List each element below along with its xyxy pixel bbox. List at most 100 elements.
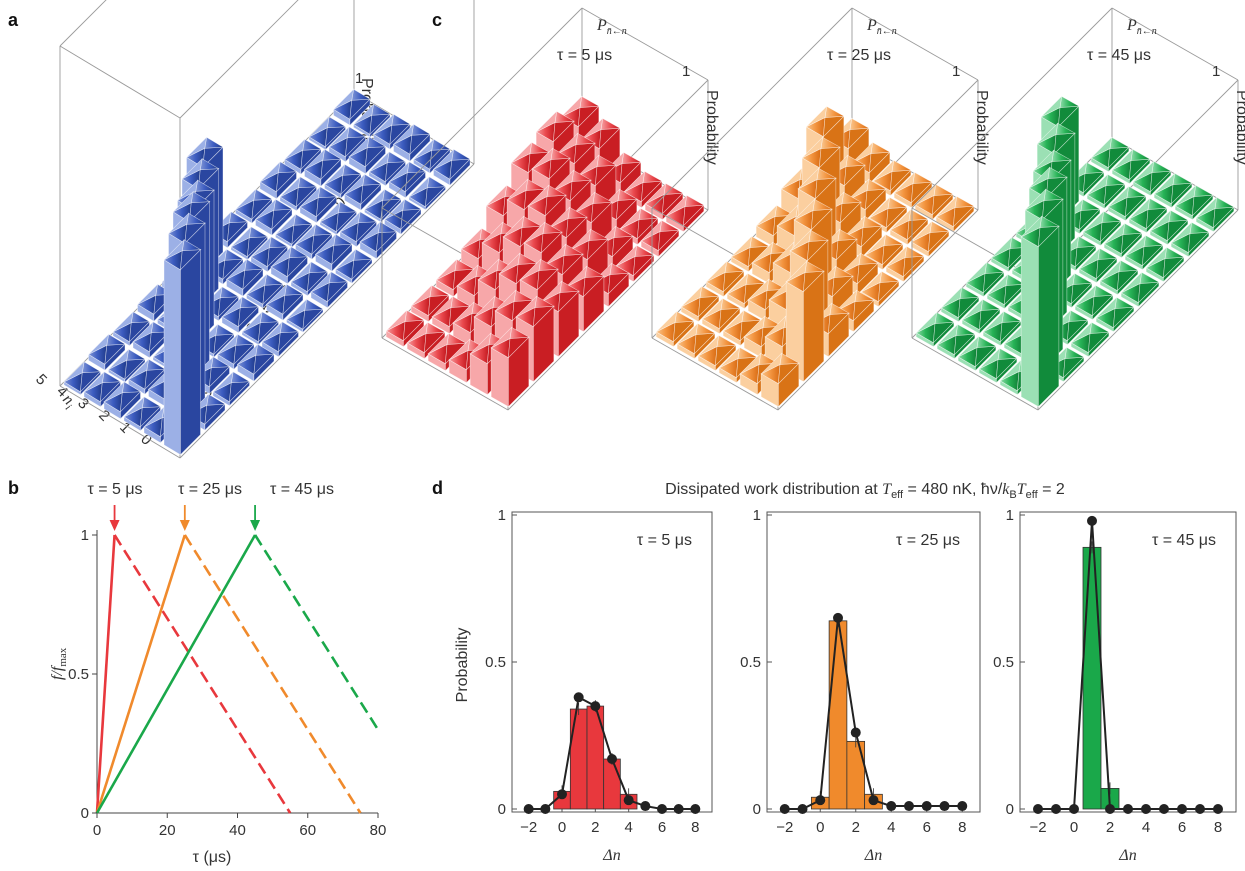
bar-top-d	[237, 343, 259, 365]
x-tick-label: 6	[923, 819, 931, 836]
data-point	[1177, 804, 1187, 814]
bar-top-d	[128, 358, 150, 380]
data-point	[1159, 804, 1169, 814]
panel-d-y-axis-label: Probability	[454, 628, 471, 703]
bar-top-d	[168, 212, 190, 234]
bar-top-b	[302, 308, 324, 331]
panel-d-subplot-tau5: −2 0 2 4 6 8 0 0.5 1 Δn τ = 5 μs	[485, 507, 713, 864]
tau-label: τ = 45 μs	[1087, 47, 1151, 64]
y-tick-label: 1	[1006, 507, 1014, 524]
data-point	[1051, 804, 1061, 814]
bar-top-d	[785, 260, 808, 283]
bar-top-d	[805, 105, 828, 128]
bar-top-d	[623, 170, 646, 193]
bar-top-d	[510, 141, 533, 164]
bar-top-c	[1193, 184, 1214, 197]
data-point	[939, 801, 950, 812]
bar-top-d	[1090, 136, 1113, 159]
bar-top-d	[755, 204, 778, 227]
x-tick-label: 2	[852, 819, 860, 836]
data-point	[607, 754, 617, 765]
bar-top-d	[498, 252, 521, 275]
bar-top-c	[621, 151, 642, 164]
p-label-main: P	[1126, 17, 1137, 34]
bar-top-d	[1082, 210, 1105, 233]
frame-edge	[507, 209, 709, 411]
data-point	[957, 801, 968, 812]
p-label: Pn̄←n	[596, 17, 627, 37]
bar-top-d	[1024, 188, 1047, 211]
bar-top-d	[1153, 172, 1176, 195]
bar-top-d	[751, 241, 774, 264]
bar-top-d	[776, 204, 799, 227]
bar-top-d	[1032, 149, 1055, 172]
plot-frame	[766, 511, 981, 813]
x-tick-label: 6	[658, 819, 666, 836]
panel-d-subplot-tau25: −2 0 2 4 6 8 0 0.5 1 Δn τ = 25 μs	[740, 507, 981, 864]
tau-label: τ = 25 μs	[827, 47, 891, 64]
plot-frame	[1019, 511, 1237, 813]
bar-top-d	[978, 347, 1001, 370]
x-tick-label: 0	[816, 819, 824, 836]
bar-top-d	[348, 135, 370, 158]
bar-top-d	[344, 173, 366, 195]
bar-top-d	[780, 167, 803, 190]
bar-top-d	[990, 236, 1013, 259]
bar-top-d	[137, 283, 159, 305]
panel-label-b: b	[8, 478, 19, 498]
frame-edge	[911, 337, 1039, 411]
bar-top-d	[364, 188, 386, 210]
y-tick-label: 0	[753, 801, 761, 818]
tau-annotation: τ = 45 μs	[270, 481, 334, 498]
probability-label: Probability	[1233, 90, 1245, 165]
x-tick-label: −2	[776, 819, 793, 836]
panel-b-line-chart: 0 20 40 60 80 0 0.5 1 τ = 5 μs τ = 25 μs τ = 45 μ…	[49, 481, 386, 866]
bar-top-d	[1132, 160, 1155, 183]
bar-top-d	[665, 194, 688, 217]
bar-top-d	[872, 159, 895, 182]
x-tick-label: 20	[159, 822, 176, 839]
bar-top-d	[527, 184, 550, 207]
x-tick-label: 40	[229, 822, 246, 839]
frame-edge	[381, 337, 509, 411]
p-label: Pn̄←n	[866, 17, 897, 37]
bar-top-d	[266, 283, 288, 305]
bar-top-d	[481, 221, 504, 244]
probability-label: Probability	[973, 90, 990, 165]
bar-top-d	[1111, 148, 1134, 171]
bar-top-d	[615, 244, 638, 267]
bar-top-d	[801, 136, 824, 159]
data-point	[921, 801, 932, 812]
data-point	[815, 795, 826, 806]
tau-label: τ = 25 μs	[896, 532, 960, 549]
bar-top-d	[743, 315, 766, 338]
panel-c-histogram-tau45: τ = 45 μs Pn̄←n 1 Probability	[911, 7, 1245, 411]
frame-edge	[179, 0, 299, 119]
bar-top-d	[315, 233, 337, 255]
y-tick-label: 1	[753, 507, 761, 524]
bar-top-b	[449, 158, 471, 181]
bar-top-c	[870, 141, 891, 154]
bar-top-d	[705, 260, 728, 283]
bar-top-d	[456, 264, 479, 287]
bar-top-b	[425, 186, 447, 208]
p-label: Pn̄←n	[1126, 17, 1157, 37]
bar-top-d	[270, 245, 292, 268]
bar-top-d	[250, 235, 272, 258]
bar-top-d	[581, 117, 604, 140]
tau-label: τ = 5 μs	[637, 532, 692, 549]
bar-top-d	[1070, 321, 1093, 344]
panel-label-a: a	[8, 10, 19, 30]
bar-top-b	[327, 281, 349, 303]
x-tick-label: 0	[558, 819, 566, 836]
bar-top-d	[910, 220, 933, 243]
bar-top-d	[986, 273, 1009, 296]
bar-top-d	[760, 352, 783, 375]
panel-d-subplot-tau45: −2 0 2 4 6 8 0 0.5 1 Δn τ = 45 μs	[993, 507, 1237, 864]
y-tick-label: 0	[81, 805, 89, 822]
y-tick-label: 1	[498, 507, 506, 524]
bar-top-d	[1040, 95, 1063, 118]
bar-top-d	[835, 289, 858, 312]
bar-top-d	[1107, 185, 1130, 208]
x-tick-label: 4	[624, 819, 632, 836]
